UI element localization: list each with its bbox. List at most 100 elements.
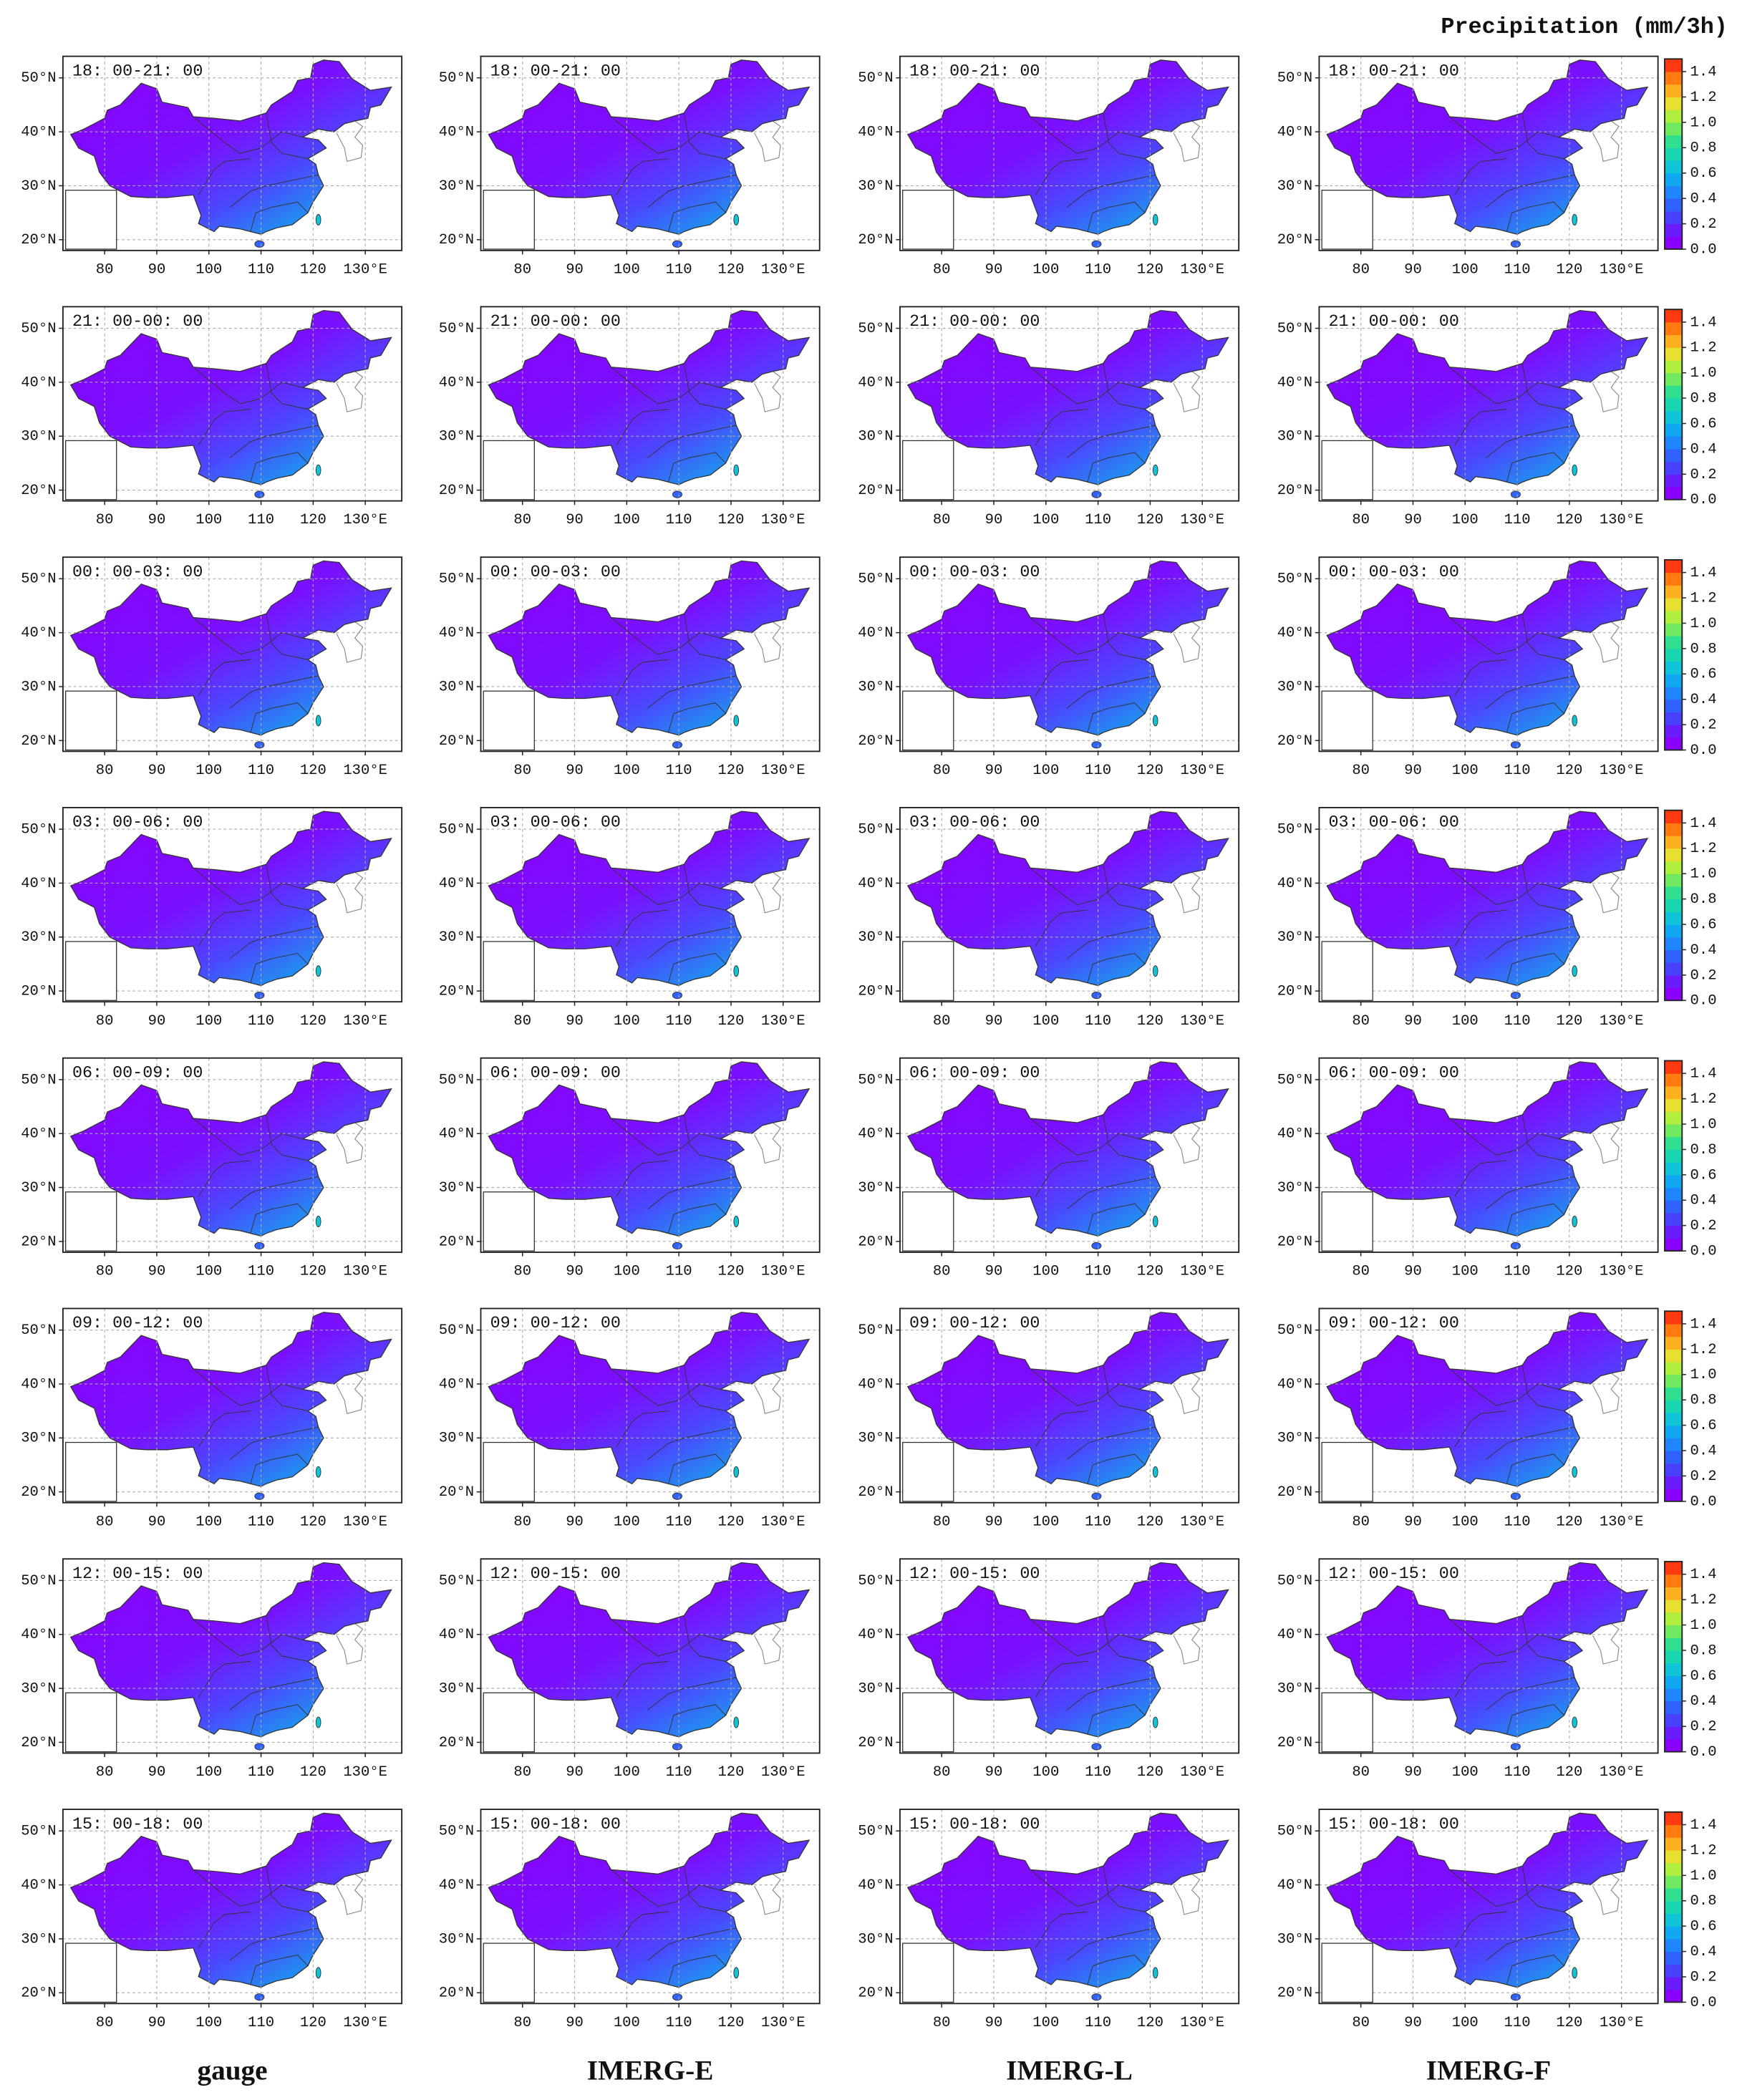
map-panel: 12: 00-15: 00 80 90 100 110 120 130°E 20°N 30°N 4… xyxy=(439,1558,821,1781)
province-border xyxy=(193,1869,303,1907)
province-border xyxy=(1087,1955,1146,1985)
y-tick-label: 30°N xyxy=(1277,1681,1312,1698)
province-border xyxy=(198,409,251,446)
province-border xyxy=(1030,617,1140,655)
time-label: 12: 00-15: 00 xyxy=(909,1565,1040,1584)
x-tick-label: 90 xyxy=(566,2015,584,2031)
time-label: 03: 00-06: 00 xyxy=(909,814,1040,833)
map-area xyxy=(899,557,1239,752)
frame xyxy=(1318,807,1659,1003)
x-tick-label: 100 xyxy=(1032,1514,1059,1530)
hainan xyxy=(1091,1242,1102,1250)
time-label: 15: 00-18: 00 xyxy=(72,1816,203,1834)
colorbar-frame xyxy=(1664,1060,1683,1252)
map-panel: 12: 00-15: 00 80 90 100 110 120 130°E 20°N 30°N 4… xyxy=(858,1558,1240,1781)
x-tick-label: 100 xyxy=(1452,1764,1479,1781)
province-border xyxy=(1066,1426,1156,1460)
time-label: 00: 00-03: 00 xyxy=(490,563,621,582)
y-tick-label: 40°N xyxy=(21,625,56,642)
colorbar-segment xyxy=(1664,610,1683,624)
x-tick-label: 100 xyxy=(1452,2015,1479,2031)
colorbar-segment xyxy=(1664,59,1683,72)
frame xyxy=(480,1307,821,1504)
x-tick-label: 120 xyxy=(1556,763,1582,779)
time-label: 15: 00-18: 00 xyxy=(1329,1816,1459,1834)
colorbar-segment xyxy=(1664,1938,1683,1953)
colorbar-segment xyxy=(1664,1837,1683,1851)
province-border xyxy=(683,1365,726,1412)
time-label: 12: 00-15: 00 xyxy=(72,1565,203,1584)
inset-box xyxy=(483,1692,535,1753)
colorbar-segment xyxy=(1664,72,1683,85)
time-label: 18: 00-21: 00 xyxy=(72,62,203,81)
frame xyxy=(62,807,403,1003)
province-border xyxy=(1449,367,1559,405)
map-area xyxy=(899,1308,1239,1503)
x-tick-label: 130°E xyxy=(761,1514,805,1530)
x-tick-label: 130°E xyxy=(1600,1514,1644,1530)
frame xyxy=(62,556,403,753)
frame xyxy=(480,807,821,1003)
taiwan xyxy=(1572,965,1577,977)
colorbar-segment xyxy=(1664,725,1683,738)
colorbar-tick-label: 0.2 xyxy=(1690,717,1717,734)
x-tick-label: 120 xyxy=(1137,1764,1163,1781)
province-border xyxy=(683,614,726,660)
x-tick-label: 90 xyxy=(1404,1264,1422,1280)
x-tick-label: 110 xyxy=(248,1013,274,1030)
frame xyxy=(62,1809,403,2005)
x-tick-label: 90 xyxy=(1404,763,1422,779)
map-area xyxy=(62,1058,402,1252)
colorbar-segment xyxy=(1664,1425,1683,1438)
y-tick-label: 30°N xyxy=(21,1180,56,1196)
colorbar-tick-label: 1.4 xyxy=(1690,1817,1717,1834)
inset-box xyxy=(64,941,117,1001)
taiwan xyxy=(733,1967,740,1979)
y-tick-label: 30°N xyxy=(858,929,893,946)
colorbar-segment xyxy=(1664,1976,1683,1990)
province-border xyxy=(1521,863,1564,911)
colorbar-segment xyxy=(1664,1625,1683,1638)
x-tick-label: 130°E xyxy=(761,1264,805,1280)
colorbar-frame xyxy=(1664,58,1683,250)
colorbar-segment xyxy=(1664,385,1683,399)
province-border xyxy=(266,363,309,410)
province-border xyxy=(1103,1866,1146,1912)
y-tick-label: 50°N xyxy=(21,1824,56,1840)
hainan xyxy=(1091,741,1102,749)
colorbar-segment xyxy=(1664,810,1683,823)
taiwan xyxy=(733,1716,740,1728)
x-tick-label: 120 xyxy=(1556,1013,1582,1030)
province-border xyxy=(616,1660,669,1698)
province-border xyxy=(1506,201,1564,232)
y-tick-label: 20°N xyxy=(858,733,893,750)
colorbar-segment xyxy=(1664,949,1683,963)
hainan xyxy=(254,1743,265,1751)
neighbor-coast xyxy=(1592,120,1620,163)
y-tick-label: 30°N xyxy=(1277,679,1312,695)
taiwan xyxy=(733,715,740,727)
frame xyxy=(480,1057,821,1253)
colorbar-segment xyxy=(1664,911,1683,925)
province-border xyxy=(1103,112,1146,160)
y-tick-label: 30°N xyxy=(21,429,56,445)
colorbar-segment xyxy=(1664,836,1683,849)
colorbar-tick-label: 1.2 xyxy=(1690,1592,1717,1609)
colorbar-tick-label: 0.4 xyxy=(1690,1693,1717,1710)
x-tick-label: 130°E xyxy=(343,261,387,278)
inset-box xyxy=(1321,1441,1373,1502)
x-tick-label: 120 xyxy=(717,1514,744,1530)
map-area xyxy=(1319,1559,1658,1753)
province-border xyxy=(266,614,309,660)
y-tick-label: 40°N xyxy=(858,374,893,391)
time-label: 18: 00-21: 00 xyxy=(1329,62,1459,81)
colorbar-tick-label: 0.2 xyxy=(1690,467,1717,483)
x-tick-label: 90 xyxy=(148,512,166,528)
x-tick-label: 90 xyxy=(566,1514,584,1530)
province-border xyxy=(193,367,303,405)
colorbar-segment xyxy=(1664,823,1683,836)
hainan xyxy=(1091,1993,1102,2001)
map-area xyxy=(899,56,1239,251)
province-border xyxy=(266,112,309,160)
